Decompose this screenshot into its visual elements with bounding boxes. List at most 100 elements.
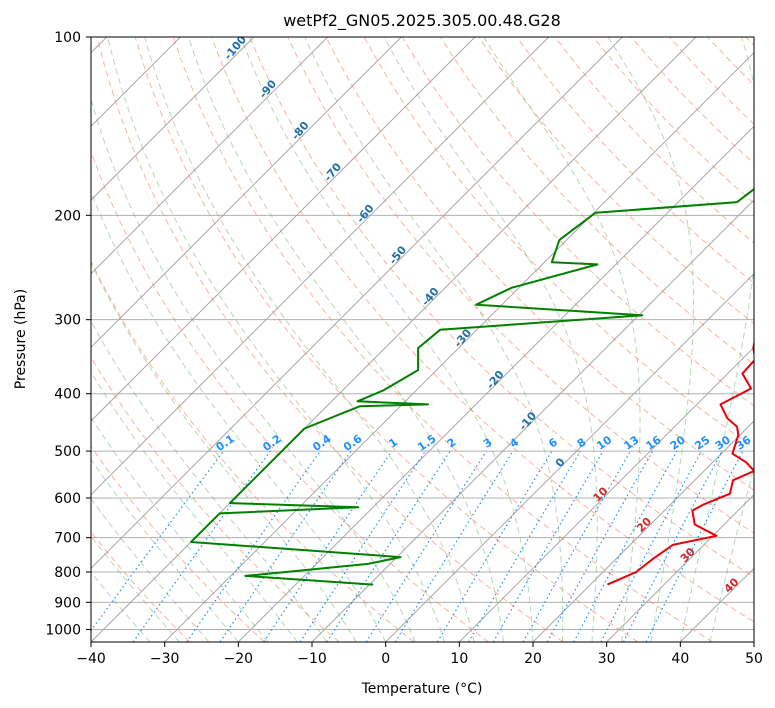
mixing-ratio-label: 1 xyxy=(386,436,400,451)
moist-adiabat-line xyxy=(91,416,269,642)
moist-adiabat-label: -70 xyxy=(321,160,344,184)
dewpoint-profile-line xyxy=(190,187,754,586)
moist-adiabat-label: 0 xyxy=(553,455,568,469)
dry-adiabat-line xyxy=(211,37,754,623)
x-tick-label: 20 xyxy=(524,651,542,667)
x-tick-label: 0 xyxy=(381,651,390,667)
mixing-ratio-line xyxy=(186,450,321,642)
mixing-ratio-lines xyxy=(91,450,744,642)
y-tick-label: 200 xyxy=(54,208,81,224)
moist-adiabat-label: -30 xyxy=(451,326,474,350)
dry-adiabat-line xyxy=(91,150,489,642)
moist-adiabat-line xyxy=(304,37,564,642)
moist-adiabat-label: -80 xyxy=(289,119,312,143)
mixing-ratio-label: 10 xyxy=(594,433,614,453)
dry-adiabat-line xyxy=(287,37,754,534)
mixing-ratio-line xyxy=(394,450,514,642)
isotherm-line xyxy=(311,199,754,642)
y-tick-label: 500 xyxy=(54,444,81,460)
moist-adiabat-line xyxy=(483,37,641,642)
moist-adiabat-line xyxy=(709,465,754,642)
dry-adiabat-label: 40 xyxy=(722,575,742,595)
dry-adiabat-label: 20 xyxy=(634,515,654,535)
dry-adiabat-line xyxy=(91,356,340,642)
moist-adiabat-line xyxy=(679,37,754,642)
mixing-ratio-label: 13 xyxy=(622,433,642,452)
isotherm-line xyxy=(606,493,754,642)
isotherm-line xyxy=(91,37,697,642)
isotherm-line xyxy=(91,37,329,275)
dry-adiabat-line xyxy=(96,37,564,642)
dry-adiabat-label: 10 xyxy=(591,484,611,504)
mixing-ratio-label: 8 xyxy=(575,436,589,451)
dry-adiabat-line xyxy=(516,37,754,284)
isotherm-line xyxy=(91,37,550,496)
dry-adiabat-line xyxy=(630,37,754,165)
y-tick-label: 800 xyxy=(54,565,81,581)
x-tick-label: 30 xyxy=(598,651,616,667)
mixing-ratio-line xyxy=(573,450,678,642)
moist-adiabat-label: -90 xyxy=(256,77,279,101)
moist-adiabat-line xyxy=(91,370,298,642)
isotherm-line xyxy=(458,346,754,642)
moist-adiabat-line xyxy=(607,37,695,642)
isotherm-line xyxy=(532,420,754,642)
mixing-ratio-line xyxy=(326,450,451,642)
y-tick-label: 900 xyxy=(54,595,81,611)
dry-adiabat-line xyxy=(91,445,265,642)
y-tick-label: 1000 xyxy=(45,622,81,638)
mixing-ratio-line xyxy=(467,450,581,642)
mixing-ratio-line xyxy=(263,450,393,642)
dry-adiabat-line xyxy=(91,259,415,642)
moist-adiabat-line xyxy=(240,37,534,642)
y-tick-label: 300 xyxy=(54,313,81,329)
dry-adiabat-line xyxy=(172,37,713,642)
isotherm-line xyxy=(91,37,402,349)
axes: −40 −30 −20 −10 0 10 20 30 40 5010020030040050060… xyxy=(45,30,763,667)
mixing-ratio-line xyxy=(299,450,426,642)
mixing-ratio-line xyxy=(91,450,224,632)
x-tick-label: −10 xyxy=(297,651,327,667)
mixing-ratio-label: 3 xyxy=(481,436,495,451)
dry-adiabat-label: 30 xyxy=(678,545,698,565)
isotherm-line xyxy=(91,37,623,570)
mixing-ratio-label: 2 xyxy=(445,436,459,451)
x-tick-label: 40 xyxy=(671,651,689,667)
dry-adiabat-line xyxy=(325,37,754,491)
y-axis-label: Pressure (hPa) xyxy=(13,289,29,389)
x-tick-label: −20 xyxy=(224,651,254,667)
moist-adiabat-label: -60 xyxy=(354,202,377,226)
x-tick-label: −40 xyxy=(76,651,106,667)
mixing-ratio-label: 16 xyxy=(644,433,664,453)
dry-adiabat-line xyxy=(363,37,754,449)
y-tick-label: 700 xyxy=(54,531,81,547)
mixing-ratio-label: 30 xyxy=(713,433,733,453)
moist-adiabat-label: -40 xyxy=(419,285,442,309)
moist-adiabat-label: -50 xyxy=(386,243,409,267)
moist-adiabat-line xyxy=(91,458,239,642)
y-tick-label: 100 xyxy=(54,30,81,46)
mixing-ratio-label: 25 xyxy=(692,433,712,452)
mixing-ratio-line xyxy=(600,450,703,642)
moist-adiabat-line xyxy=(107,37,446,642)
chart-title: wetPf2_GN05.2025.305.00.48.G28 xyxy=(283,11,561,31)
y-tick-label: 600 xyxy=(54,491,81,507)
plot-frame xyxy=(90,36,755,643)
isotherm-line xyxy=(91,37,476,422)
moist-adiabat-line xyxy=(144,37,475,642)
moist-adiabat-line xyxy=(91,497,210,642)
y-tick-label: 400 xyxy=(54,387,81,403)
x-tick-label: 10 xyxy=(450,651,468,667)
dry-adiabat-line xyxy=(134,37,639,642)
dry-adiabat-line xyxy=(439,37,754,366)
mixing-ratio-line xyxy=(436,450,553,642)
isotherm-line xyxy=(237,125,754,642)
isotherm-line xyxy=(164,51,754,642)
dry-adiabat-line xyxy=(707,37,754,86)
dry-adiabat-line xyxy=(745,37,754,47)
moist-adiabat-line xyxy=(91,97,416,642)
moist-adiabat-line xyxy=(91,571,151,642)
x-tick-label: −30 xyxy=(150,651,180,667)
isotherm-line xyxy=(385,272,754,642)
